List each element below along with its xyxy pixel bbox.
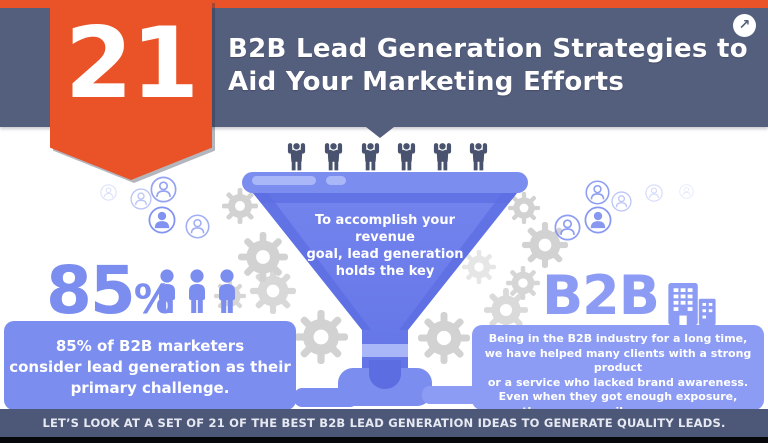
right-box-line: Being in the B2B industry for a long tim… [488,332,748,345]
page-title: B2B Lead Generation Strategies to Aid Yo… [228,33,748,99]
badge-number: 21 [64,7,199,121]
right-stat-value: B2B [542,264,660,327]
funnel-caption: To accomplish your revenue goal, lead ge… [297,212,473,280]
left-stat-value: 85% [46,258,174,324]
cheering-person-icon [468,141,489,173]
footer-band: LET’S LOOK AT A SET OF 21 OF THE BEST B2… [0,409,768,437]
person-silhouette-icon [155,268,179,322]
person-circle-icon [554,214,581,241]
footer-text: LET’S LOOK AT A SET OF 21 OF THE BEST B2… [42,416,726,430]
bottom-black-strip [0,437,768,443]
left-box-line: 85% of B2B marketers [55,337,245,355]
person-circle-icon [585,180,610,205]
lead-funnel-illustration [242,172,528,407]
cheering-person-icon [360,141,381,173]
title-line-2: Aid Your Marketing Efforts [228,67,625,97]
person-circle-icon [645,184,663,202]
funnel-caption-line: To accomplish your revenue [314,213,456,245]
funnel-caption-line: holds the key [335,264,435,279]
cheering-person-icon [286,141,307,173]
right-box-line: Even when they got enough exposure, [498,390,738,403]
cheering-person-icon [432,141,453,173]
header-notch [366,127,394,138]
left-stat-box: 85% of B2B marketers consider lead gener… [4,321,296,410]
person-silhouette-icon [185,268,209,322]
right-box-line: or a service who lacked brand awareness. [487,375,749,389]
top-accent-strip [0,0,768,8]
person-circle-icon [611,191,632,212]
person-circle-icon [150,176,177,203]
person-circle-icon [148,206,176,234]
person-circle-icon [679,184,694,199]
funnel-caption-line: goal, lead generation [306,247,464,262]
left-box-line: primary challenge. [70,379,230,397]
people-silhouettes [155,268,239,322]
right-box-line: we have helped many clients with a stron… [484,346,752,375]
person-silhouette-icon [215,268,239,322]
buildings-icon [664,283,721,325]
person-circle-icon [185,214,210,239]
cheering-person-icon [396,141,417,173]
trend-arrow-icon[interactable]: ↗ [733,14,756,37]
person-circle-icon [584,206,612,234]
person-circle-icon [100,184,117,201]
number-badge-ribbon: 21 [50,0,212,180]
left-box-line: consider lead generation as their [9,358,291,376]
cheering-person-icon [323,141,344,173]
stat-85: 85 [46,252,136,329]
right-stat-box: Being in the B2B industry for a long tim… [472,325,764,418]
title-line-1: B2B Lead Generation Strategies to [228,34,748,64]
